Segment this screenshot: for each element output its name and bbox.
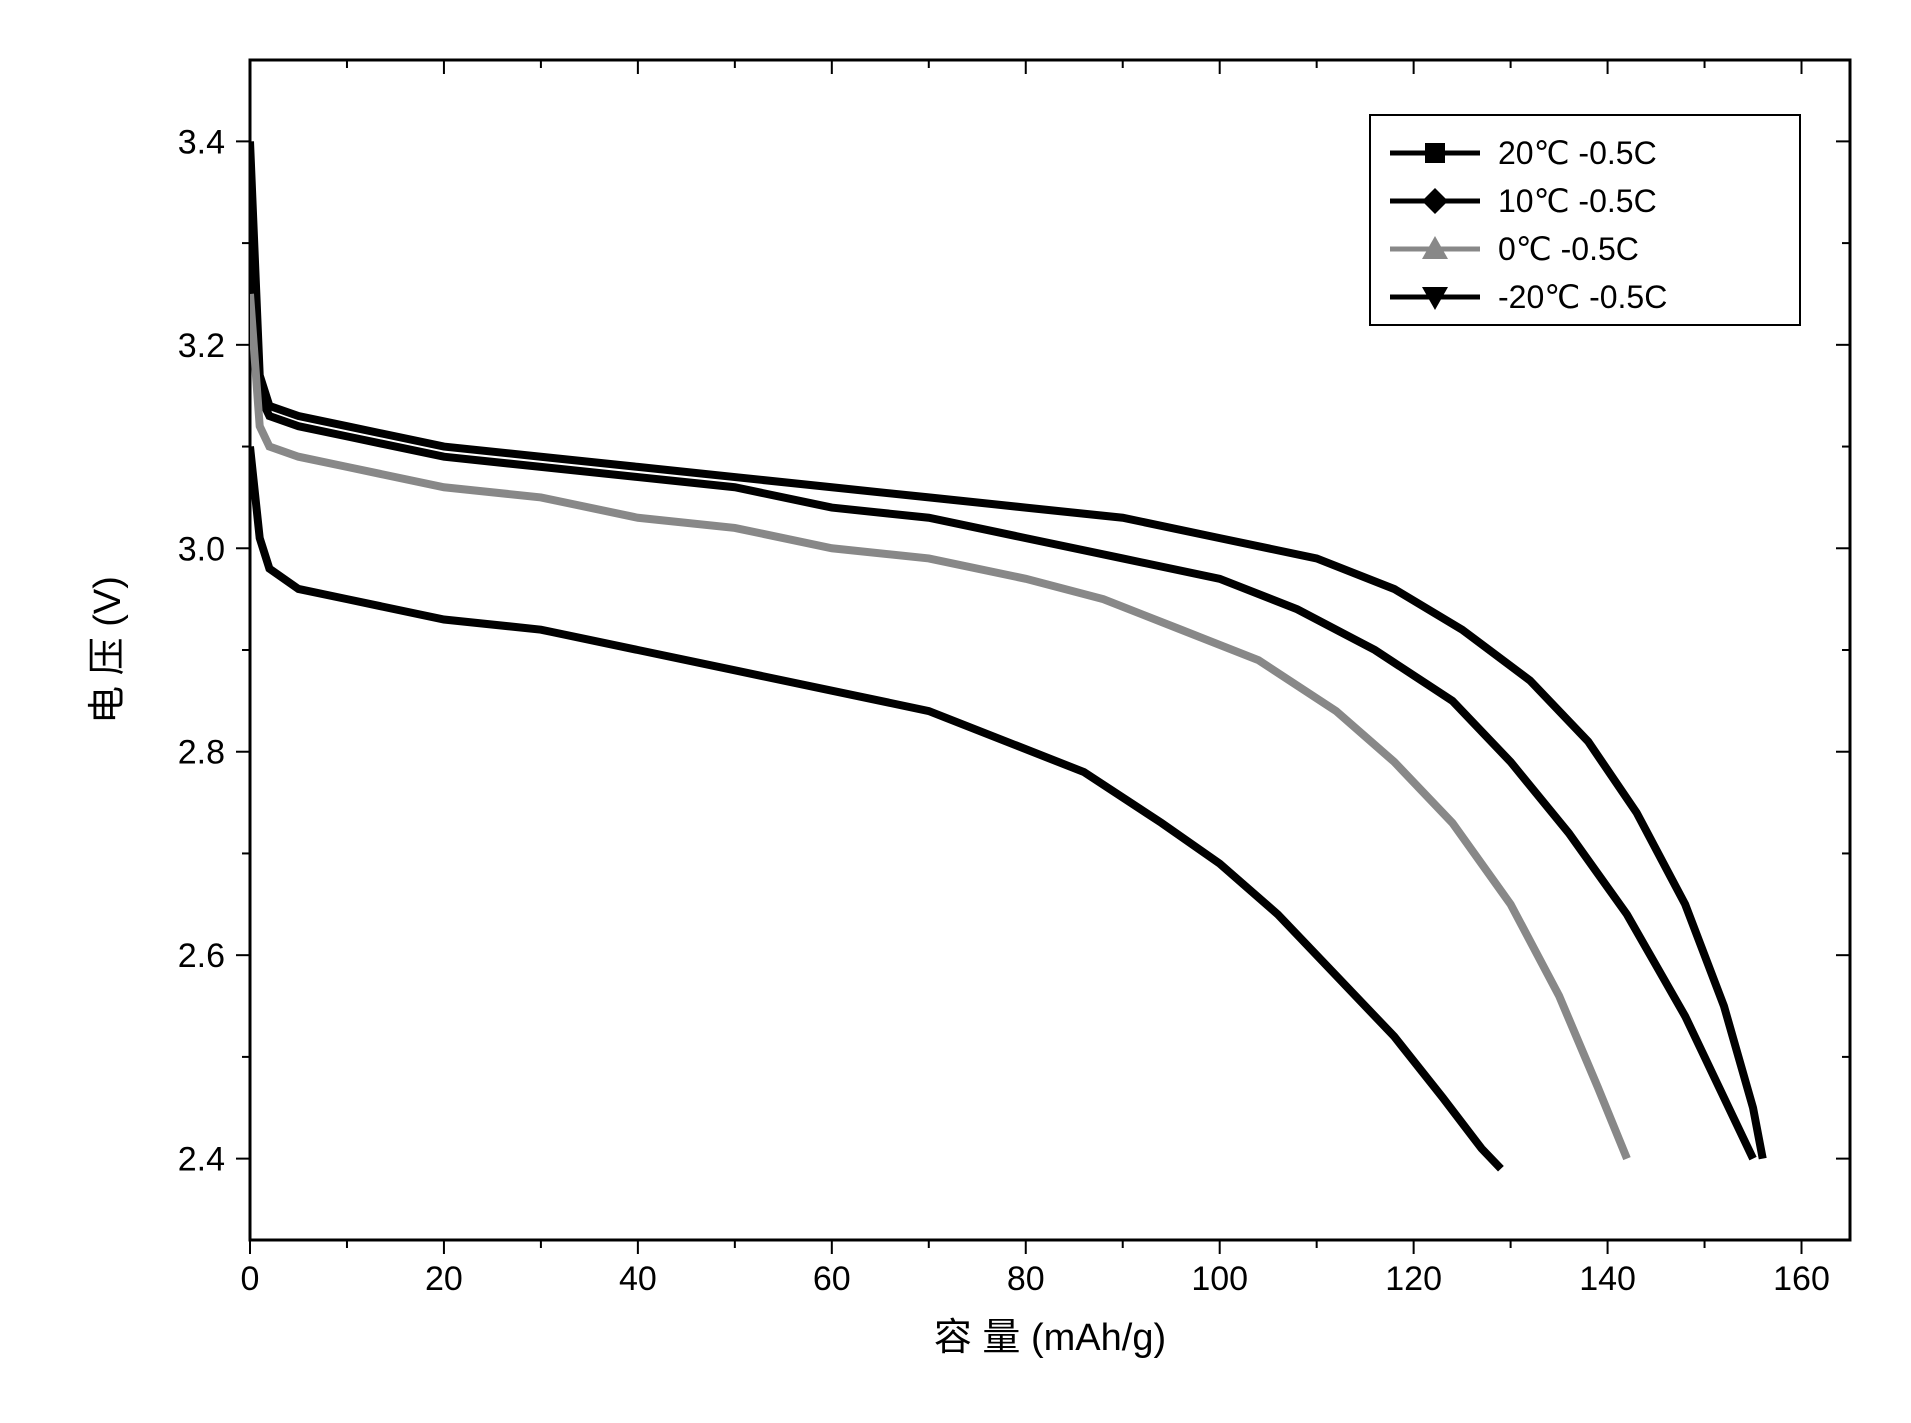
x-tick-label: 120: [1385, 1260, 1442, 1298]
x-tick-label: 0: [241, 1260, 260, 1298]
x-tick-label: 80: [1007, 1260, 1045, 1298]
square-marker-icon: [1425, 143, 1445, 163]
legend-label: 10℃ -0.5C: [1498, 183, 1657, 219]
x-tick-label: 160: [1773, 1260, 1830, 1298]
y-tick-label: 3.0: [178, 530, 225, 568]
legend-label: -20℃ -0.5C: [1498, 279, 1667, 315]
chart-container: 0 20 40 60 80 100 120 140 160 2.4 2.6 2.8 3.0 3.2 3.4 容…: [20, 20, 1911, 1403]
y-axis-label: 电 压 (V): [87, 576, 129, 724]
x-axis-label: 容 量 (mAh/g): [934, 1317, 1166, 1359]
legend-label: 20℃ -0.5C: [1498, 135, 1657, 171]
y-tick-label: 2.6: [178, 937, 225, 975]
x-tick-label: 20: [425, 1260, 463, 1298]
y-tick-label: 3.4: [178, 123, 225, 161]
legend-label: 0℃ -0.5C: [1498, 231, 1639, 267]
y-tick-label: 2.4: [178, 1141, 225, 1179]
x-tick-label: 60: [813, 1260, 851, 1298]
x-tick-label: 40: [619, 1260, 657, 1298]
y-tick-label: 3.2: [178, 327, 225, 365]
series-line: [250, 294, 1627, 1159]
x-tick-label: 100: [1191, 1260, 1248, 1298]
x-tick-label: 140: [1579, 1260, 1636, 1298]
chart-svg: 0 20 40 60 80 100 120 140 160 2.4 2.6 2.8 3.0 3.2 3.4 容…: [20, 20, 1911, 1403]
y-tick-label: 2.8: [178, 734, 225, 772]
